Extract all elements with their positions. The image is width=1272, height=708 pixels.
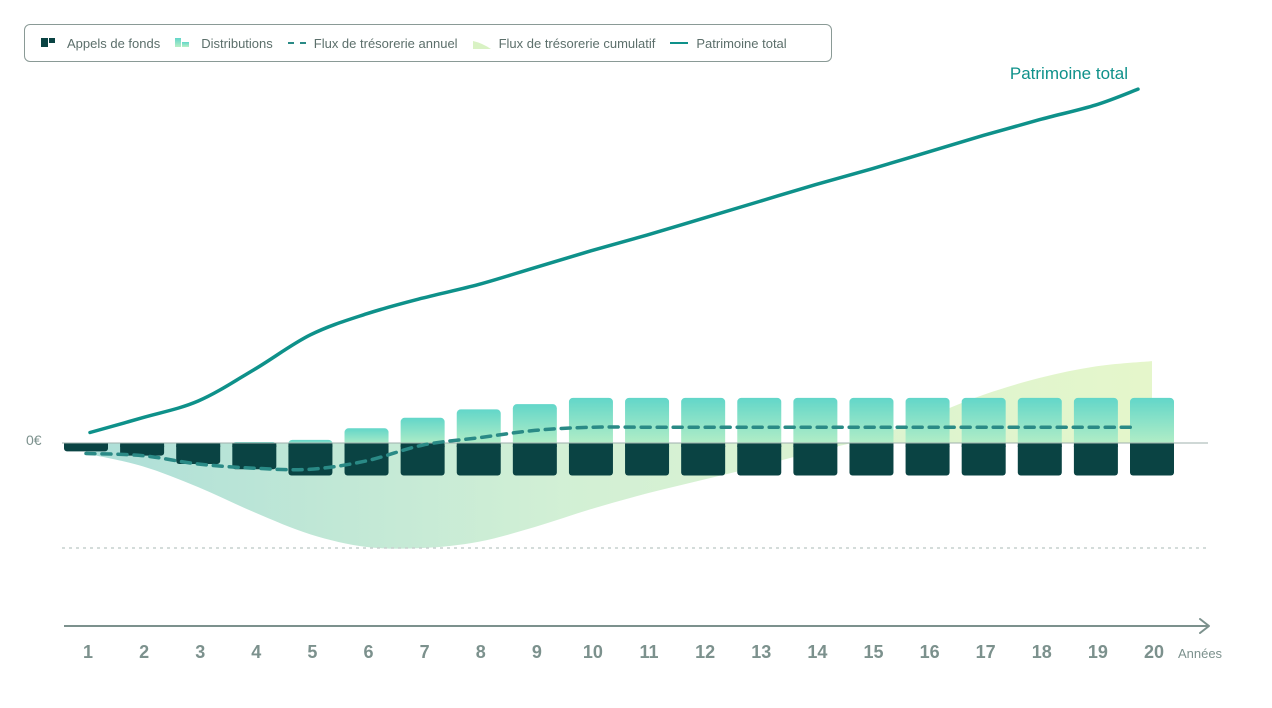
x-tick-label-16: 16 [920,642,940,662]
legend-item-annual[interactable]: Flux de trésorerie annuel [287,35,458,51]
capital-call-bar-15 [849,443,894,476]
capital-call-bar-20 [1130,443,1174,476]
capital-call-bar-7 [400,443,445,476]
legend-item-cumulative[interactable]: Flux de trésorerie cumulatif [472,35,656,51]
distribution-bar-17 [961,397,1006,447]
distribution-bar-8 [456,409,501,447]
x-tick-label-7: 7 [420,642,430,662]
distribution-bar-18 [1017,397,1062,447]
legend-label-calls: Appels de fonds [67,35,161,51]
capital-call-bar-top-5 [288,443,333,447]
capital-call-bar-top-14 [793,443,838,447]
x-tick-label-13: 13 [751,642,771,662]
x-tick-label-15: 15 [863,642,883,662]
capital-call-bar-top-17 [961,443,1006,447]
patrimoine-total-label: Patrimoine total [1010,64,1128,83]
legend-item-patrimoine[interactable]: Patrimoine total [670,35,787,51]
legend-label-patrimoine: Patrimoine total [696,35,787,51]
capital-call-bar-top-6 [344,443,389,447]
distributions-legend-icon [175,37,193,49]
capital-call-bar-top-10 [568,443,613,447]
capital-call-bar-3 [176,443,221,464]
legend-label-annual: Flux de trésorerie annuel [313,35,458,51]
distribution-bar-11 [625,397,670,447]
capital-call-bar-14 [793,443,838,476]
distribution-bar-12 [681,397,726,447]
x-tick-label-1: 1 [83,642,93,662]
x-tick-label-3: 3 [195,642,205,662]
capital-call-bar-top-8 [456,443,501,447]
capital-call-bar-top-16 [905,443,950,447]
x-tick-label-20: 20 [1144,642,1164,662]
capital-call-bar-top-18 [1017,443,1062,447]
distribution-bar-7 [400,417,445,447]
capital-call-bar-top-9 [512,443,557,447]
zero-axis-label: 0€ [26,432,42,448]
patrimoine-total-line [88,87,1140,435]
capital-call-bar-5 [288,443,333,476]
distribution-bar-9 [512,404,557,447]
capital-call-bar-top-20 [1130,443,1174,447]
x-axis-title: Années [1178,646,1223,661]
x-tick-label-10: 10 [583,642,603,662]
distribution-bar-16 [905,397,950,447]
capital-call-bar-12 [681,443,726,476]
x-tick-label-6: 6 [364,642,374,662]
distribution-bar-6 [344,428,389,447]
x-tick-label-12: 12 [695,642,715,662]
annual-legend-icon [287,37,306,49]
chart-legend: Appels de fonds Distributions Flux de tr… [24,24,832,62]
capital-call-bar-4 [232,443,277,470]
distribution-bar-19 [1073,397,1118,447]
capital-call-bar-top-4 [232,443,277,447]
x-tick-label-19: 19 [1088,642,1108,662]
capital-call-bar-6 [344,443,389,476]
capital-call-bar-top-1 [64,443,108,447]
x-tick-label-18: 18 [1032,642,1052,662]
capital-call-bar-top-11 [625,443,670,447]
legend-item-distributions[interactable]: Distributions [175,36,273,51]
distribution-bar-10 [568,397,613,447]
calls-legend-icon [41,37,59,49]
distribution-bar-20 [1130,397,1174,447]
x-tick-label-14: 14 [807,642,827,662]
legend-label-distributions: Distributions [201,35,273,51]
legend-label-cumulative: Flux de trésorerie cumulatif [498,35,656,51]
capital-call-bar-top-19 [1073,443,1118,447]
x-tick-label-17: 17 [976,642,996,662]
capital-call-bar-top-13 [737,443,782,447]
x-tick-label-9: 9 [532,642,542,662]
capital-call-bar-10 [568,443,613,476]
capital-call-bar-13 [737,443,782,476]
legend-item-calls[interactable]: Appels de fonds [41,36,160,51]
x-tick-label-5: 5 [307,642,317,662]
capital-call-bar-top-12 [681,443,726,447]
cumulative-cash-flow-area [86,361,1152,549]
capital-call-bar-18 [1017,443,1062,476]
distribution-bar-14 [793,397,838,447]
annual-cash-flow-line [84,425,1138,472]
x-tick-label-11: 11 [640,642,659,662]
x-tick-label-8: 8 [476,642,486,662]
cumulative-legend-icon [472,37,491,49]
distribution-bar-15 [849,397,894,447]
x-tick-label-2: 2 [139,642,149,662]
patrimoine-legend-icon [670,37,689,49]
capital-call-bar-11 [625,443,670,476]
x-axis-arrow-icon [1199,618,1210,634]
capital-call-bar-top-3 [176,443,221,447]
capital-call-bar-17 [961,443,1006,476]
capital-call-bar-9 [512,443,557,476]
capital-call-bar-16 [905,443,950,476]
capital-call-bar-top-2 [120,443,165,447]
capital-call-bar-19 [1073,443,1118,476]
distribution-bar-13 [737,397,782,447]
capital-call-bar-top-15 [849,443,894,447]
capital-call-bar-8 [456,443,501,476]
x-tick-label-4: 4 [251,642,261,662]
